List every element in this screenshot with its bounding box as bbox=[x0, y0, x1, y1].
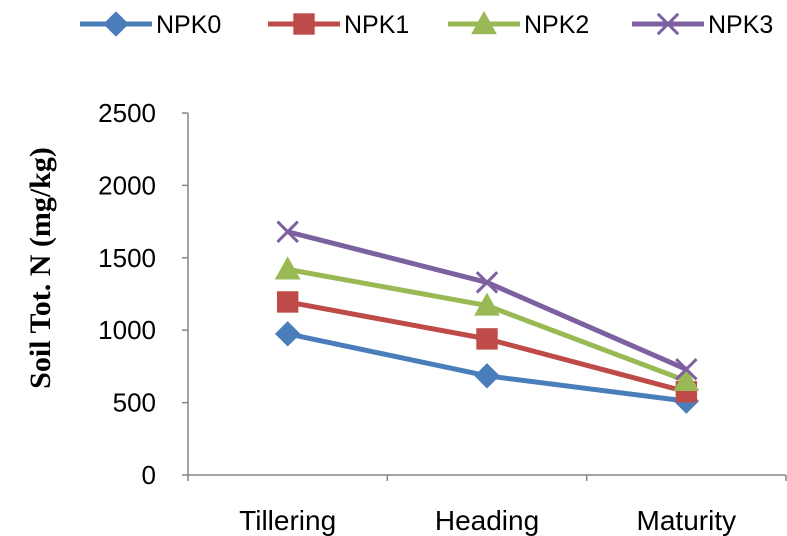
series-npk2 bbox=[274, 256, 700, 391]
y-tick-label: 2000 bbox=[98, 170, 156, 200]
data-point bbox=[476, 328, 498, 350]
y-tick-label: 500 bbox=[113, 388, 156, 418]
y-tick-label: 1500 bbox=[98, 243, 156, 273]
ticks: 0 500 1000 1500 2000 2500 Tillering Heading Matu… bbox=[98, 98, 787, 536]
series-npk3 bbox=[276, 220, 698, 381]
data-point bbox=[274, 256, 301, 280]
data-point bbox=[675, 358, 698, 381]
legend-swatch-marker bbox=[103, 11, 129, 37]
legend-label: NPK1 bbox=[344, 11, 409, 39]
y-tick-label: 1000 bbox=[98, 315, 156, 345]
data-point bbox=[276, 291, 299, 313]
legend-item-npk0: NPK0 bbox=[80, 11, 221, 39]
data-point bbox=[475, 271, 499, 294]
data-point bbox=[276, 220, 299, 243]
legend-label: NPK0 bbox=[156, 11, 221, 39]
axes bbox=[187, 113, 786, 476]
legend-item-npk1: NPK1 bbox=[268, 11, 409, 39]
legend: NPK0 NPK1 NPK2 NPK3 bbox=[80, 10, 773, 39]
data-point bbox=[274, 321, 301, 347]
data-point bbox=[673, 367, 700, 391]
legend-swatch-marker bbox=[471, 10, 497, 35]
legend-label: NPK2 bbox=[524, 11, 589, 39]
legend-item-npk2: NPK2 bbox=[448, 10, 589, 39]
x-tick-label: Heading bbox=[435, 505, 539, 536]
x-tick-label: Maturity bbox=[637, 505, 737, 536]
legend-item-npk3: NPK3 bbox=[632, 11, 773, 39]
data-point bbox=[474, 363, 500, 389]
x-tick-label: Tillering bbox=[239, 505, 336, 536]
legend-swatch-marker bbox=[656, 12, 680, 36]
y-tick-label: 2500 bbox=[98, 98, 156, 128]
legend-swatch-marker bbox=[293, 13, 315, 35]
y-tick-label: 0 bbox=[142, 460, 156, 490]
y-axis-label: Soil Tot. N (mg/kg) bbox=[24, 147, 57, 389]
legend-label: NPK3 bbox=[708, 11, 773, 39]
data-point bbox=[474, 292, 500, 316]
series bbox=[274, 220, 700, 414]
